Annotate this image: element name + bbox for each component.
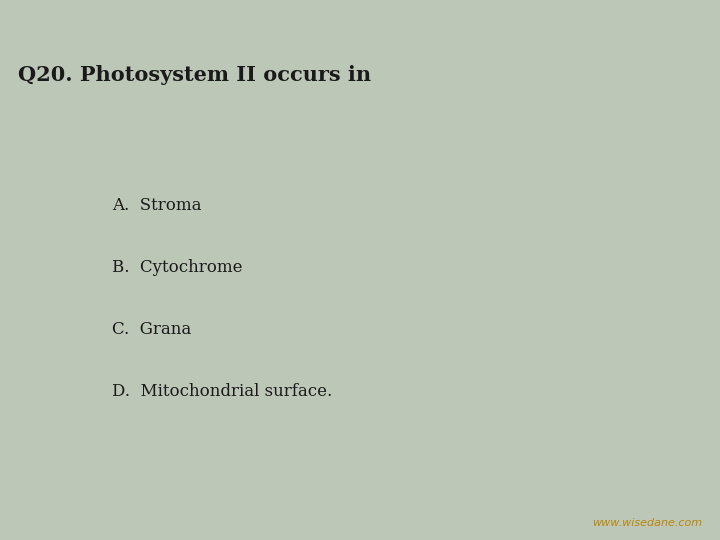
Text: A.  Stroma: A. Stroma [112,197,201,214]
Text: B.  Cytochrome: B. Cytochrome [112,259,242,276]
Text: Q20. Photosystem II occurs in: Q20. Photosystem II occurs in [18,65,371,85]
Text: C.  Grana: C. Grana [112,321,191,338]
Text: www.wisedane.com: www.wisedane.com [592,518,702,528]
Text: D.  Mitochondrial surface.: D. Mitochondrial surface. [112,383,332,400]
